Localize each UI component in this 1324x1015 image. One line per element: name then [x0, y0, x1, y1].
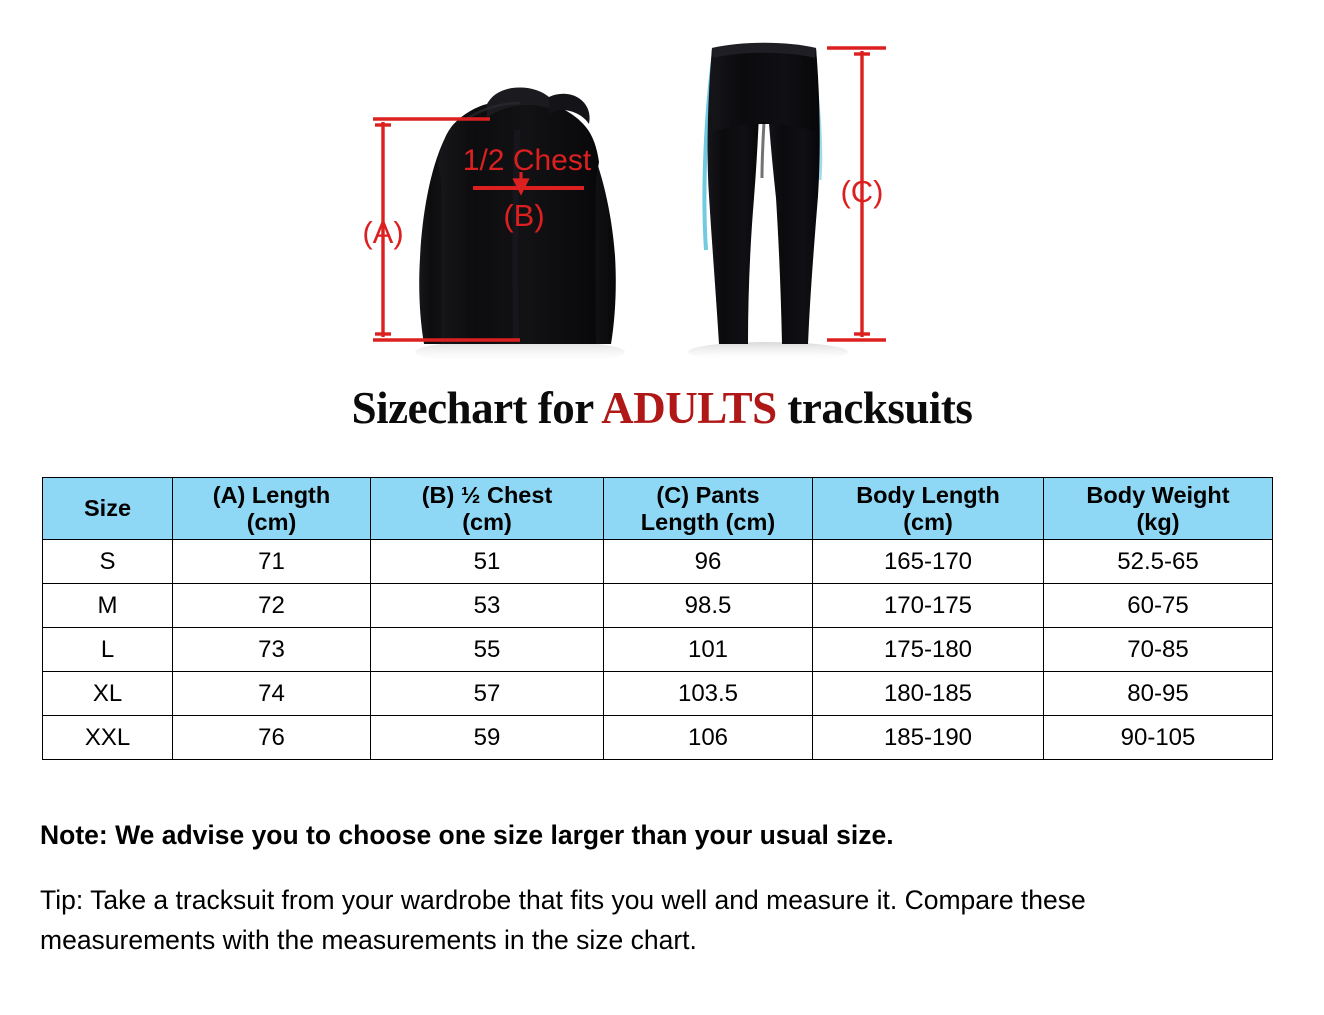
- cell-body-length: 170-175: [812, 583, 1044, 628]
- jacket-length-label: (A): [362, 215, 403, 250]
- jacket-length-dimension: [373, 117, 520, 342]
- title-accent: ADULTS: [601, 383, 777, 433]
- column-header-size: Size: [42, 477, 173, 540]
- cell-pants-length: 101: [603, 627, 813, 672]
- column-header-body-weight: Body Weight (kg): [1043, 477, 1273, 540]
- garment-illustration-area: (A) 1/2 Chest (B): [0, 0, 1324, 375]
- note-text: Note: We advise you to choose one size l…: [40, 820, 894, 850]
- page-title: Sizechart for ADULTS tracksuits: [0, 382, 1324, 434]
- table-row: M 72 53 98.5 170-175 60-75: [42, 583, 1273, 628]
- header-line-1: Body Weight: [1086, 482, 1230, 509]
- table-row: XXL 76 59 106 185-190 90-105: [42, 715, 1273, 760]
- cell-length: 72: [172, 583, 371, 628]
- table-row: S 71 51 96 165-170 52.5-65: [42, 539, 1273, 584]
- header-line-1: Size: [83, 495, 132, 522]
- size-chart-table: Size (A) Length (cm) (B) ½ Chest (cm) (C…: [42, 477, 1273, 760]
- cell-half-chest: 57: [370, 671, 604, 716]
- header-line-2: Length (cm): [640, 508, 776, 535]
- header-line-1: (A) Length: [212, 482, 331, 509]
- cell-body-weight: 60-75: [1043, 583, 1273, 628]
- pants-length-label: (C): [840, 174, 883, 209]
- jacket-chest-label: (B): [503, 198, 544, 233]
- table-row: L 73 55 101 175-180 70-85: [42, 627, 1273, 672]
- cell-size: S: [42, 539, 173, 584]
- column-header-length: (A) Length (cm): [172, 477, 371, 540]
- cell-length: 74: [172, 671, 371, 716]
- cell-pants-length: 106: [603, 715, 813, 760]
- cell-body-weight: 90-105: [1043, 715, 1273, 760]
- table-row: XL 74 57 103.5 180-185 80-95: [42, 671, 1273, 716]
- cell-body-weight: 70-85: [1043, 627, 1273, 672]
- column-header-body-length: Body Length (cm): [812, 477, 1044, 540]
- pants-figure: [688, 42, 848, 362]
- header-line-2: (cm): [462, 508, 512, 535]
- column-header-pants-length: (C) Pants Length (cm): [603, 477, 813, 540]
- title-part-2: tracksuits: [776, 383, 973, 433]
- cell-length: 71: [172, 539, 371, 584]
- cell-body-length: 175-180: [812, 627, 1044, 672]
- cell-size: M: [42, 583, 173, 628]
- cell-size: XXL: [42, 715, 173, 760]
- cell-size: L: [42, 627, 173, 672]
- table-header-row: Size (A) Length (cm) (B) ½ Chest (cm) (C…: [42, 477, 1273, 540]
- header-line-1: (B) ½ Chest: [421, 482, 553, 509]
- cell-pants-length: 98.5: [603, 583, 813, 628]
- pants-length-dimension: [827, 46, 886, 342]
- cell-half-chest: 51: [370, 539, 604, 584]
- cell-pants-length: 103.5: [603, 671, 813, 716]
- header-line-1: (C) Pants: [656, 482, 760, 509]
- header-line-1: Body Length: [856, 482, 1000, 509]
- jacket-figure: [415, 87, 625, 364]
- cell-body-weight: 80-95: [1043, 671, 1273, 716]
- cell-length: 73: [172, 627, 371, 672]
- cell-body-length: 180-185: [812, 671, 1044, 716]
- header-line-2: (cm): [246, 508, 297, 535]
- cell-size: XL: [42, 671, 173, 716]
- column-header-half-chest: (B) ½ Chest (cm): [370, 477, 604, 540]
- cell-half-chest: 53: [370, 583, 604, 628]
- cell-body-weight: 52.5-65: [1043, 539, 1273, 584]
- header-line-2: (kg): [1136, 508, 1180, 535]
- cell-body-length: 165-170: [812, 539, 1044, 584]
- header-line-2: (cm): [903, 508, 953, 535]
- cell-pants-length: 96: [603, 539, 813, 584]
- cell-half-chest: 55: [370, 627, 604, 672]
- title-part-1: Sizechart for: [351, 383, 602, 433]
- cell-body-length: 185-190: [812, 715, 1044, 760]
- half-chest-label: 1/2 Chest: [463, 144, 592, 177]
- tip-text: Tip: Take a tracksuit from your wardrobe…: [40, 885, 1086, 956]
- cell-length: 76: [172, 715, 371, 760]
- cell-half-chest: 59: [370, 715, 604, 760]
